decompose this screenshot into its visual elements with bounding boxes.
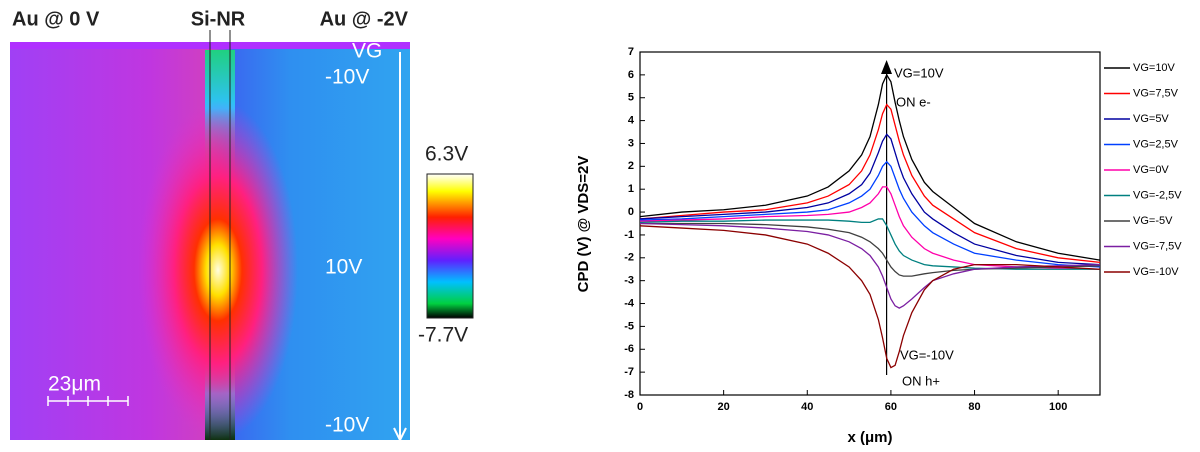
colorbar-min: -7.7V — [418, 324, 468, 347]
colorbar-max: 6.3V — [425, 143, 468, 166]
annotation-arrow-head — [881, 60, 892, 74]
legend-label: VG=-10V — [1133, 266, 1179, 278]
scale-bar-label: 23μm — [48, 373, 101, 396]
y-tick-label: -3 — [624, 275, 634, 287]
series-line — [639, 73, 1101, 261]
series-line — [639, 222, 1101, 309]
x-axis-label: x (μm) — [847, 429, 892, 446]
legend-label: VG=0V — [1133, 164, 1169, 176]
gate-value: -10V — [325, 66, 369, 89]
colorbar: 6.3V -7.7V — [418, 143, 474, 347]
colorbar-gradient — [426, 173, 474, 319]
y-tick-label: 1 — [628, 183, 634, 195]
annotation: ON e- — [896, 94, 931, 109]
y-tick-label: 4 — [628, 115, 635, 127]
y-tick-label: -2 — [624, 252, 634, 264]
y-axis-label: CPD (V) @ VDS=2V — [575, 156, 592, 293]
series-line — [639, 186, 1101, 270]
x-tick-label: 20 — [718, 401, 730, 413]
y-tick-label: -1 — [624, 229, 634, 241]
legend-label: VG=-7,5V — [1133, 240, 1182, 252]
y-tick-label: -8 — [624, 389, 634, 401]
map-label: Au @ 0 V — [12, 8, 100, 30]
map-label: Au @ -2V — [320, 8, 409, 30]
y-tick-label: 5 — [628, 92, 634, 104]
y-tick-label: 2 — [628, 160, 634, 172]
map-hotspot — [138, 100, 298, 440]
y-tick-label: 0 — [628, 206, 634, 218]
x-tick-label: 100 — [1049, 401, 1067, 413]
annotation: ON h+ — [902, 373, 940, 388]
kpfm-map: Au @ 0 V Si-NR Au @ -2V VG -10V 10V -10V… — [10, 8, 410, 443]
y-tick-label: -7 — [624, 366, 634, 378]
annotation: VG=-10V — [900, 347, 954, 362]
y-tick-label: -5 — [624, 320, 634, 332]
gate-arrow-head — [393, 427, 407, 443]
series-line — [639, 225, 1101, 369]
legend-label: VG=-5V — [1133, 215, 1173, 227]
scale-bar — [47, 396, 129, 406]
gate-value: 10V — [325, 256, 362, 279]
series-line — [639, 133, 1101, 266]
x-tick-label: 60 — [885, 401, 897, 413]
y-tick-label: 6 — [628, 69, 634, 81]
legend-label: VG=5V — [1133, 113, 1169, 125]
y-tick-label: 3 — [628, 137, 634, 149]
legend-label: VG=2,5V — [1133, 138, 1179, 150]
legend-label: VG=-2,5V — [1133, 189, 1182, 201]
map-label: Si-NR — [191, 8, 246, 30]
x-tick-label: 0 — [637, 401, 643, 413]
legend-label: VG=7,5V — [1133, 87, 1179, 99]
y-tick-label: -4 — [624, 297, 635, 309]
series-line — [639, 218, 1100, 270]
gate-label: VG — [352, 40, 382, 63]
line-chart: VG=10V ON e- VG=-10V ON h+ x (μm) CPD (V… — [575, 46, 1182, 446]
legend-label: VG=10V — [1133, 62, 1176, 74]
series-line — [639, 103, 1101, 264]
y-tick-label: -6 — [624, 343, 634, 355]
series-line — [639, 160, 1101, 268]
annotation: VG=10V — [894, 65, 944, 80]
gate-value: -10V — [325, 414, 369, 437]
y-tick-label: 7 — [628, 46, 634, 58]
x-tick-label: 80 — [968, 401, 980, 413]
x-tick-label: 40 — [801, 401, 813, 413]
series-line — [640, 222, 1101, 277]
